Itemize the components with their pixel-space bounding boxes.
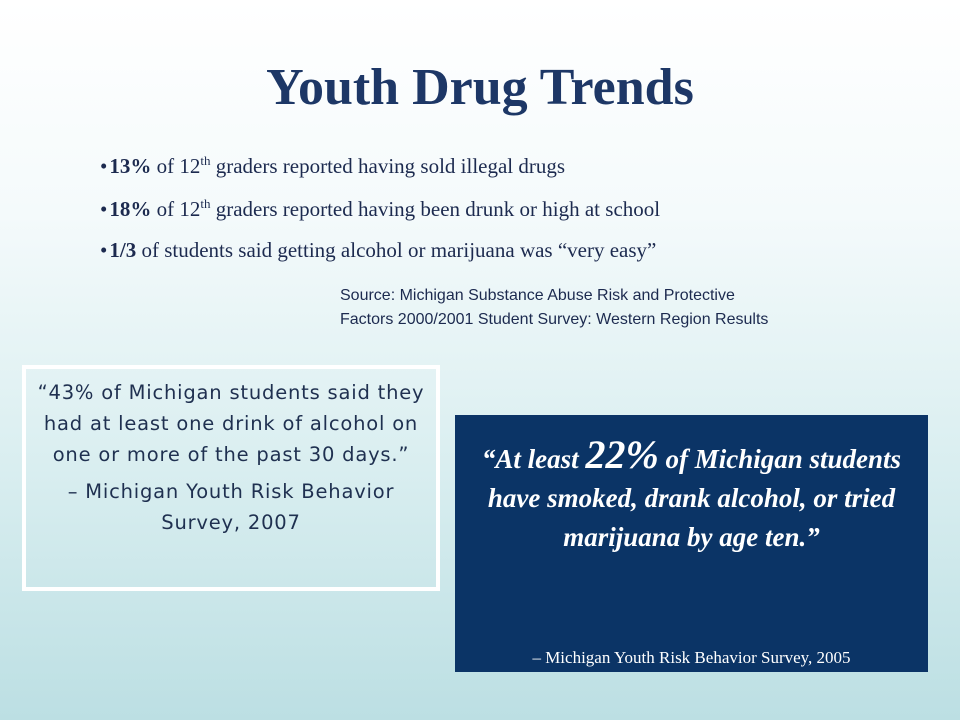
bullet: 18% of 12th graders reported having been…	[100, 196, 660, 222]
source-line: Source: Michigan Substance Abuse Risk an…	[340, 287, 735, 304]
attribution: – Michigan Youth Risk Behavior Survey, 2…	[532, 648, 851, 667]
quote-text: of Michigan students have smoked, drank …	[487, 444, 902, 552]
bullet-bold: 13%	[109, 154, 152, 178]
bullet-text: of 12	[151, 197, 201, 221]
quote: “At least 22% of Michigan students have …	[467, 435, 916, 557]
bullet-bold: 1/3	[109, 238, 137, 262]
quote-box: “43% of Michigan students said they had …	[22, 365, 440, 591]
bullet: 1/3 of students said getting alcohol or …	[100, 238, 656, 263]
bullet-text: of students said getting alcohol or mari…	[136, 238, 657, 262]
bullet-text: of 12	[151, 154, 201, 178]
bullet-bold: 18%	[109, 197, 152, 221]
bullet-sup: th	[200, 153, 211, 168]
bullet: 13% of 12th graders reported having sold…	[100, 153, 565, 179]
bullet-sup: th	[200, 196, 211, 211]
attribution: – Michigan Youth Risk Behavior Survey, 2…	[67, 480, 395, 534]
bullet-text: graders reported having been drunk or hi…	[210, 197, 661, 221]
quote-text: “At least	[481, 444, 586, 474]
quote-box: “At least 22% of Michigan students have …	[455, 415, 928, 672]
title: Youth Drug Trends	[266, 59, 694, 116]
quote: “43% of Michigan students said they had …	[37, 381, 425, 466]
quote-highlight: 22%	[585, 432, 659, 477]
bullet-text: graders reported having sold illegal dru…	[210, 154, 566, 178]
source-line: Factors 2000/2001 Student Survey: Wester…	[340, 311, 769, 328]
